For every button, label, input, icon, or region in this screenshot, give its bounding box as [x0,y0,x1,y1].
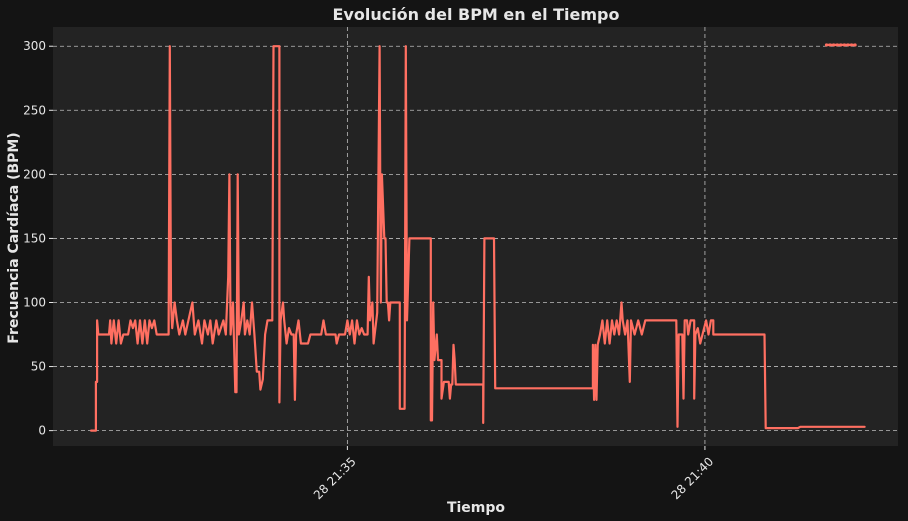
y-tick-label: 100 [23,295,46,309]
y-tick-label: 200 [23,167,46,181]
data-point [824,43,829,47]
y-axis-ticks: 0 50 100 150 200 250 300 [23,39,53,438]
series-layer [90,43,866,432]
data-point [853,43,857,47]
data-point [849,43,854,47]
y-tick-label: 250 [23,103,46,117]
data-point [839,43,843,47]
chart-title: Evolución del BPM en el Tiempo [332,5,619,24]
x-axis-label: Tiempo [447,500,505,516]
y-tick-label: 150 [23,231,46,245]
grid-lines [53,27,898,446]
data-point [842,43,846,47]
y-tick-label: 300 [23,39,46,53]
y-tick-label: 0 [38,424,46,438]
data-point [835,43,839,47]
series-line-1 [90,45,866,432]
plot-area [53,27,898,446]
y-tick-label: 50 [31,360,46,374]
y-axis-label: Frecuencia Cardíaca (BPM) [6,132,22,343]
data-point [846,43,850,47]
data-point [832,43,836,47]
data-point [828,43,832,47]
